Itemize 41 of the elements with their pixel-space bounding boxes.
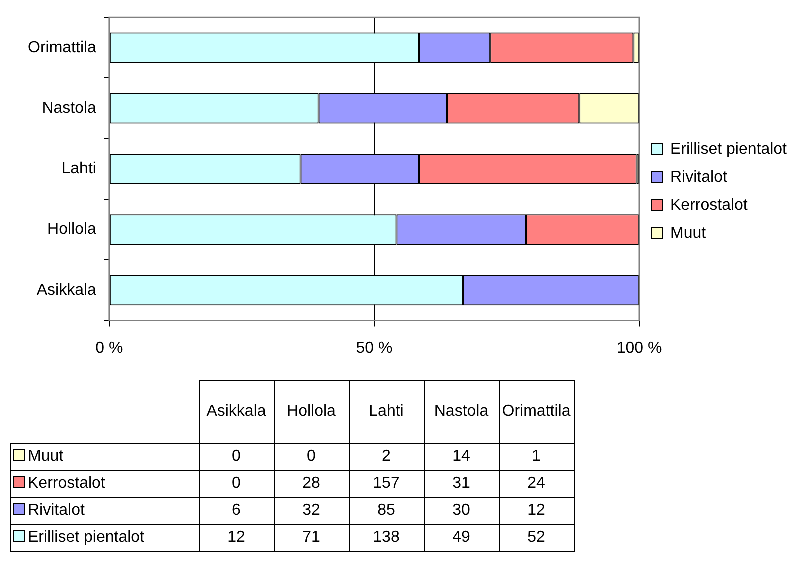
legend-label: Rivitalot (670, 168, 728, 186)
data-label: 71 (274, 524, 349, 552)
data-label: 0 (199, 470, 274, 498)
legend-label: Kerrostalot (670, 196, 748, 214)
y-tick-label: Orimattila (28, 39, 97, 56)
legend-label: Erilliset pientalot (670, 140, 788, 158)
legend-label: Muut (670, 224, 707, 242)
data-label: 28 (274, 470, 349, 498)
x-tick-label: 50 % (356, 340, 393, 357)
category-label: Asikkala (199, 380, 274, 444)
category-label: Nastola (424, 380, 499, 444)
data-label: 157 (349, 470, 424, 498)
data-label: 12 (499, 498, 574, 524)
data-label: 14 (424, 444, 499, 470)
data-label: 85 (349, 498, 424, 524)
x-tick-label: 0 % (96, 340, 124, 357)
data-label: 24 (499, 470, 574, 498)
data-label: 138 (349, 524, 424, 552)
legend-label: Muut (28, 448, 64, 465)
data-label: 30 (424, 498, 499, 524)
data-label: 1 (499, 444, 574, 470)
data-label: 0 (274, 444, 349, 470)
data-label: 52 (499, 524, 574, 552)
data-label: 32 (274, 498, 349, 524)
data-label: 49 (424, 524, 499, 552)
data-label: 2 (349, 444, 424, 470)
y-tick-label: Nastola (42, 100, 97, 117)
category-label: Orimattila (499, 380, 574, 444)
category-label: Lahti (349, 380, 424, 444)
legend-label: Kerrostalot (28, 475, 106, 492)
data-label: 6 (199, 498, 274, 524)
y-tick-label: Hollola (48, 221, 97, 238)
legend-label: Rivitalot (28, 502, 85, 519)
y-tick-label: Lahti (62, 160, 96, 178)
data-label: 12 (199, 524, 274, 552)
data-label: 0 (199, 444, 274, 470)
x-tick-label: 100 % (616, 340, 662, 357)
legend-label: Erilliset pientalot (28, 529, 144, 546)
category-label: Hollola (274, 380, 349, 444)
data-label: 31 (424, 470, 499, 498)
y-tick-label: Asikkala (36, 282, 97, 299)
